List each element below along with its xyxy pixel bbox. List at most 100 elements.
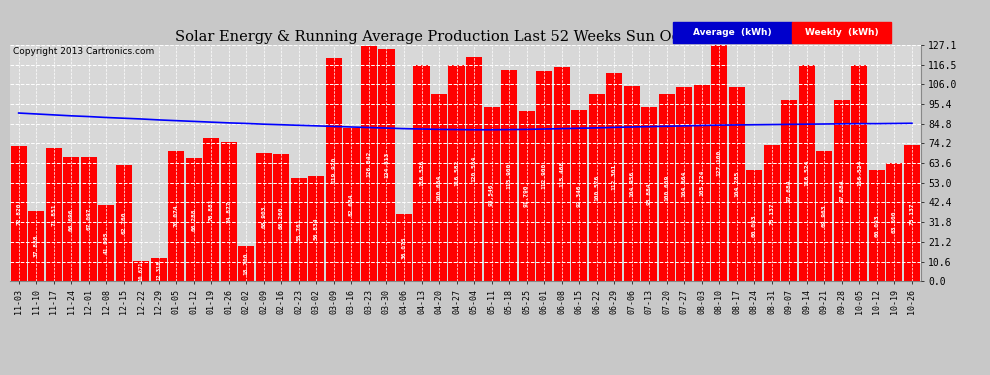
Text: 69.963: 69.963 <box>822 205 827 228</box>
Title: Solar Energy & Running Average Production Last 52 Weeks Sun Oct 27 07:27: Solar Energy & Running Average Productio… <box>175 30 755 44</box>
Text: 93.546: 93.546 <box>489 183 494 206</box>
Bar <box>46 148 61 281</box>
Bar <box>326 58 342 281</box>
Text: 76.881: 76.881 <box>209 198 214 221</box>
Text: 60.093: 60.093 <box>874 214 879 237</box>
Text: 68.260: 68.260 <box>279 207 284 229</box>
Bar <box>63 157 79 281</box>
Bar <box>448 64 464 281</box>
Bar <box>869 170 885 281</box>
Text: 116.582: 116.582 <box>454 160 459 186</box>
FancyBboxPatch shape <box>792 22 891 42</box>
Bar <box>729 87 744 281</box>
Bar <box>781 100 797 281</box>
Bar <box>606 72 623 281</box>
Bar <box>239 246 254 281</box>
Bar <box>308 176 325 281</box>
Bar <box>676 87 692 281</box>
Bar <box>642 107 657 281</box>
Bar <box>414 64 430 281</box>
Bar <box>658 94 675 281</box>
Bar <box>361 46 377 281</box>
Bar <box>624 86 640 281</box>
Text: 112.301: 112.301 <box>612 164 617 190</box>
Bar <box>221 142 237 281</box>
Text: Weekly  (kWh): Weekly (kWh) <box>805 28 878 37</box>
Bar <box>483 107 500 281</box>
Text: 119.920: 119.920 <box>332 157 337 183</box>
Text: 66.288: 66.288 <box>191 209 196 231</box>
Text: 68.903: 68.903 <box>261 206 266 228</box>
Bar <box>186 158 202 281</box>
Text: 36.075: 36.075 <box>402 237 407 259</box>
Text: 104.285: 104.285 <box>735 171 740 198</box>
Bar <box>763 145 780 281</box>
Bar <box>273 154 289 281</box>
Text: 73.137: 73.137 <box>910 202 915 225</box>
Text: 82.684: 82.684 <box>348 193 354 216</box>
Text: Average  (kWh): Average (kWh) <box>693 28 772 37</box>
Bar <box>396 214 412 281</box>
Text: 97.684: 97.684 <box>840 179 844 202</box>
Bar <box>11 146 27 281</box>
Bar <box>466 57 482 281</box>
Text: 113.900: 113.900 <box>507 162 512 189</box>
Text: 104.956: 104.956 <box>630 171 635 197</box>
Text: 37.888: 37.888 <box>34 235 39 257</box>
Text: 112.900: 112.900 <box>542 163 546 189</box>
Bar <box>168 151 184 281</box>
Bar <box>904 145 920 281</box>
Text: 62.760: 62.760 <box>121 211 127 234</box>
Text: 100.664: 100.664 <box>437 175 442 201</box>
Bar <box>817 151 833 281</box>
Text: 67.097: 67.097 <box>86 208 91 230</box>
Bar <box>98 205 114 281</box>
Text: 12.318: 12.318 <box>156 260 161 279</box>
Text: 100.576: 100.576 <box>594 175 599 201</box>
Bar <box>519 111 535 281</box>
Bar <box>344 128 359 281</box>
Bar <box>536 71 552 281</box>
Text: 116.526: 116.526 <box>419 160 424 186</box>
Text: Copyright 2013 Cartronics.com: Copyright 2013 Cartronics.com <box>13 47 153 56</box>
Bar <box>886 163 903 281</box>
Text: 100.609: 100.609 <box>664 175 669 201</box>
Text: 120.584: 120.584 <box>471 156 476 182</box>
Bar <box>501 69 517 281</box>
Text: 93.884: 93.884 <box>646 183 651 205</box>
FancyBboxPatch shape <box>673 22 792 42</box>
Bar <box>28 211 45 281</box>
Text: 74.877: 74.877 <box>227 200 232 223</box>
Bar <box>799 64 815 281</box>
Bar <box>134 261 149 281</box>
Bar <box>553 67 569 281</box>
Bar <box>80 156 97 281</box>
Text: 92.346: 92.346 <box>576 184 582 207</box>
Text: 115.468: 115.468 <box>559 161 564 187</box>
Text: 73.137: 73.137 <box>769 202 774 225</box>
Text: 56.834: 56.834 <box>314 217 319 240</box>
Text: 116.524: 116.524 <box>857 160 862 186</box>
Bar <box>571 110 587 281</box>
Text: 105.724: 105.724 <box>699 170 704 196</box>
Bar <box>834 100 850 281</box>
Text: 97.684: 97.684 <box>787 179 792 202</box>
Text: 55.761: 55.761 <box>296 218 301 241</box>
Bar <box>746 170 762 281</box>
Bar <box>694 85 710 281</box>
Bar <box>378 49 395 281</box>
Text: 124.813: 124.813 <box>384 152 389 178</box>
Bar <box>116 165 132 281</box>
Text: 116.524: 116.524 <box>804 160 810 186</box>
Text: 63.500: 63.500 <box>892 211 897 234</box>
Text: 126.642: 126.642 <box>366 150 371 177</box>
Text: 71.851: 71.851 <box>51 203 56 226</box>
Text: 72.820: 72.820 <box>16 202 21 225</box>
Text: 127.100: 127.100 <box>717 150 722 176</box>
Bar <box>851 64 867 281</box>
Text: 60.093: 60.093 <box>751 214 756 237</box>
Text: 70.074: 70.074 <box>174 205 179 227</box>
Text: 18.700: 18.700 <box>244 253 248 275</box>
Bar <box>711 45 728 281</box>
Bar <box>150 258 167 281</box>
